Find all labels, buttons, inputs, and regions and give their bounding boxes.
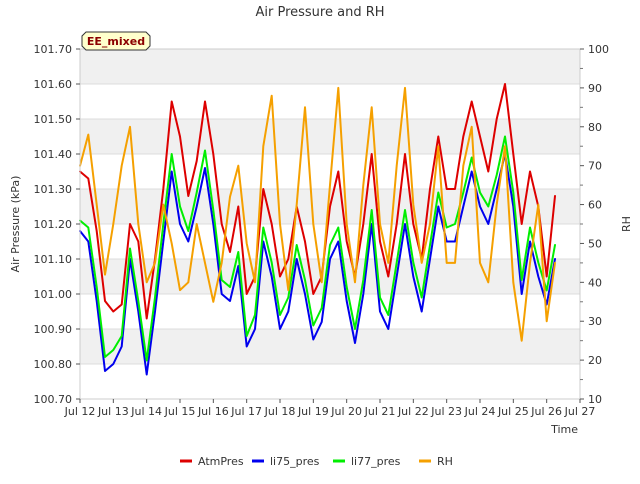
x-tick-label: Jul 14 xyxy=(130,405,162,418)
series-line-li77-pres xyxy=(79,135,556,362)
y2-tick-label: 100 xyxy=(588,43,609,56)
y-axis-label: Air Pressure (kPa) xyxy=(9,176,22,273)
legend-label: RH xyxy=(437,455,453,468)
y2-tick-label: 20 xyxy=(588,354,602,367)
y-tick-label: 101.00 xyxy=(34,288,73,301)
y-tick-label: 101.40 xyxy=(34,148,73,161)
x-tick-label: Jul 12 xyxy=(64,405,96,418)
series-line-atmpres xyxy=(79,83,556,320)
y2-tick-label: 40 xyxy=(588,276,602,289)
x-tick-label: Jul 21 xyxy=(364,405,396,418)
y-tick-label: 101.60 xyxy=(34,78,73,91)
x-tick-label: Jul 19 xyxy=(297,405,329,418)
chart-title: Air Pressure and RH xyxy=(255,5,384,20)
y-tick-label: 100.70 xyxy=(34,393,73,406)
y-tick-label: 101.50 xyxy=(34,113,73,126)
y2-tick-label: 60 xyxy=(588,199,602,212)
x-tick-label: Jul 16 xyxy=(197,405,229,418)
legend-label: li77_pres xyxy=(351,455,401,468)
x-tick-label: Jul 13 xyxy=(97,405,129,418)
x-tick-label: Jul 25 xyxy=(497,405,529,418)
series-line-rh xyxy=(79,86,556,342)
x-tick-label: Jul 20 xyxy=(330,405,362,418)
y-tick-label: 101.30 xyxy=(34,183,73,196)
y2-tick-label: 50 xyxy=(588,237,602,250)
legend-label: li75_pres xyxy=(270,455,320,468)
legend-label: AtmPres xyxy=(198,455,244,468)
y-tick-label: 101.10 xyxy=(34,253,73,266)
x-tick-label: Jul 17 xyxy=(230,405,262,418)
x-tick-label: Jul 18 xyxy=(264,405,296,418)
site-label: EE_mixed xyxy=(87,35,145,48)
x-tick-label: Jul 27 xyxy=(564,405,596,418)
y-tick-label: 101.20 xyxy=(34,218,73,231)
y-tick-label: 100.80 xyxy=(34,358,73,371)
x-tick-label: Jul 24 xyxy=(464,405,496,418)
y2-tick-label: 70 xyxy=(588,160,602,173)
x-tick-label: Jul 26 xyxy=(530,405,562,418)
y2-tick-label: 90 xyxy=(588,82,602,95)
y-tick-label: 101.70 xyxy=(34,43,73,56)
grid-band xyxy=(80,49,580,84)
y-tick-label: 100.90 xyxy=(34,323,73,336)
x-tick-label: Jul 15 xyxy=(164,405,196,418)
x-axis-label: Time xyxy=(550,423,578,436)
x-tick-label: Jul 23 xyxy=(430,405,462,418)
y2-tick-label: 10 xyxy=(588,393,602,406)
grid-band xyxy=(80,329,580,364)
y2-axis-label: RH xyxy=(620,216,633,232)
y2-tick-label: 30 xyxy=(588,315,602,328)
site-label-box xyxy=(81,31,151,51)
y2-tick-label: 80 xyxy=(588,121,602,134)
x-tick-label: Jul 22 xyxy=(397,405,429,418)
